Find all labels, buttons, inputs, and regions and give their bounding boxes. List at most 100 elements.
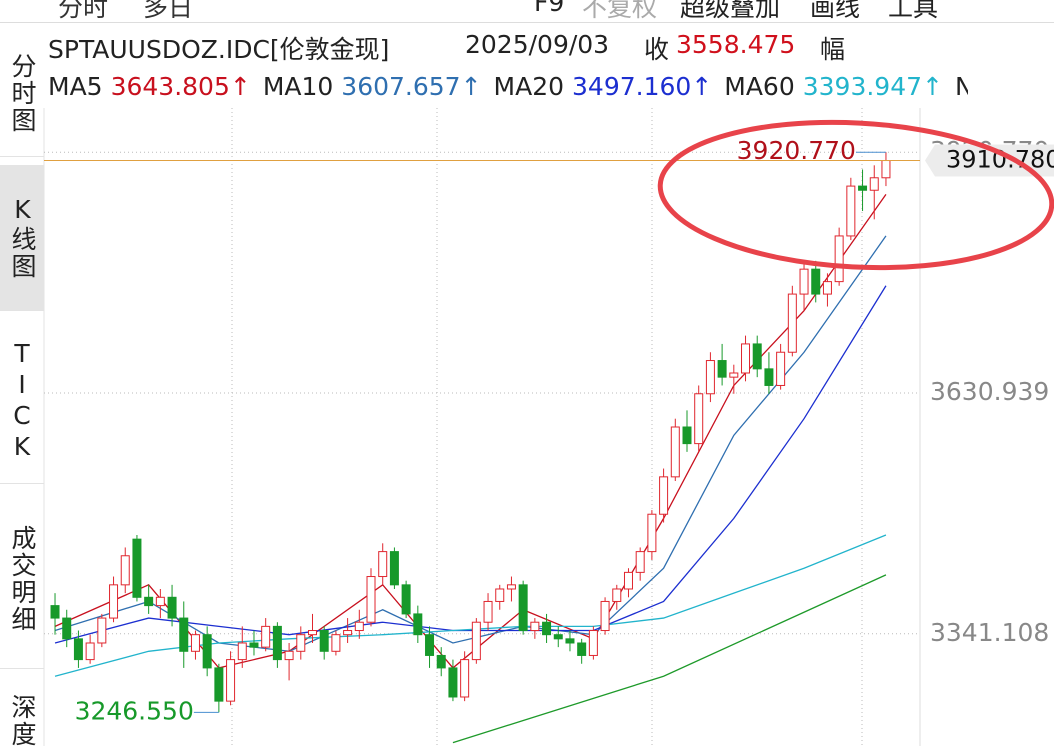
candle-body [436, 654, 446, 669]
side-tab[interactable]: 分时图 [0, 30, 44, 157]
ma-line [54, 534, 887, 677]
candle-body [670, 426, 680, 478]
candle-body [635, 551, 645, 573]
candle-body [694, 393, 704, 445]
candle-body [179, 617, 189, 652]
candle-body [272, 625, 282, 661]
divider [0, 22, 1054, 23]
legend-value: 3607.657↑ [341, 72, 482, 101]
last-price-box [925, 144, 1054, 177]
candle-body [120, 555, 130, 586]
candle-body [612, 588, 622, 602]
candle-body [249, 642, 259, 648]
side-tab[interactable]: 深度 [8, 694, 37, 746]
candle-body [846, 185, 856, 237]
candle-body [366, 576, 376, 623]
candle-body [659, 476, 669, 515]
legend-name: MA60 [724, 72, 795, 101]
candle-body [73, 638, 83, 661]
ma-line [452, 574, 887, 744]
candle-body [190, 634, 200, 652]
candle-body [623, 571, 633, 590]
date: 2025/09/03 [465, 30, 610, 59]
candle-body [237, 642, 247, 661]
y-tick-label: 3630.939 [930, 377, 1049, 406]
candle-body [858, 185, 868, 191]
candle-body [85, 642, 95, 661]
candle-body [811, 268, 821, 295]
side-tab[interactable]: 成交明细 [0, 490, 44, 669]
symbol: SPTAUUSDOZ.IDC[伦敦金现] [48, 35, 390, 64]
candle-body [261, 625, 271, 648]
candle-body [97, 617, 107, 644]
candle-body [144, 596, 154, 607]
y-tick-label: 3341.108 [930, 618, 1049, 647]
candle-body [226, 659, 236, 702]
close-value: 3558.475 [676, 30, 796, 59]
candle-body [354, 621, 364, 632]
close-label: 收 [644, 35, 670, 64]
candle-body [729, 372, 739, 378]
candle-body [343, 630, 353, 636]
candle-body [214, 667, 224, 702]
candle-body [776, 351, 786, 386]
legend-more: N [954, 72, 968, 101]
candle-body [471, 621, 481, 661]
ma-line [54, 194, 887, 669]
candle-body [307, 630, 317, 636]
candle-body [413, 613, 423, 636]
candle-body [460, 659, 470, 698]
last-price-label: 3910.780 [946, 146, 1054, 174]
candle-body [132, 538, 142, 598]
candle-body [495, 588, 505, 602]
candle-body [296, 634, 306, 652]
candle-body [62, 617, 72, 640]
ma-line [54, 285, 887, 644]
candle-body [822, 281, 832, 295]
side-tab[interactable]: TICK [0, 318, 44, 484]
tab[interactable]: 不复权 [582, 0, 658, 22]
candle-body [202, 634, 212, 669]
tab[interactable]: 画线 [810, 0, 861, 22]
candle-body [834, 235, 844, 283]
candle-body [109, 584, 119, 619]
candle-body [752, 343, 762, 370]
candle-body [799, 268, 809, 295]
candle-body [506, 584, 516, 590]
candle-body [448, 667, 458, 698]
tab[interactable]: 分时 [58, 0, 109, 22]
candle-body [319, 630, 329, 652]
candle-body [682, 426, 692, 445]
legend-name: MA10 [262, 72, 334, 101]
low-label: 3246.550 [75, 696, 194, 725]
ma-legend: MA5 3643.805↑ MA10 3607.657↑ MA20 3497.160↑ MA… [48, 72, 968, 101]
candle-body [155, 596, 165, 607]
candle-body [647, 513, 657, 553]
legend-name: MA5 [48, 72, 103, 101]
candle-body [565, 638, 575, 644]
candle-body [331, 634, 341, 652]
candle-body [881, 160, 891, 179]
candle-body [167, 596, 177, 619]
tab[interactable]: 工具 [888, 0, 939, 22]
candle-body [425, 634, 435, 656]
candle-body [741, 343, 751, 374]
side-tab[interactable]: K线图 [0, 165, 44, 311]
candle-body [764, 368, 774, 386]
legend-value: 3393.947↑ [802, 72, 943, 101]
legend-value: 3643.805↑ [110, 72, 251, 101]
tab[interactable]: F9 [534, 0, 565, 17]
tab[interactable]: 多日 [143, 0, 194, 22]
tab[interactable]: 超级叠加 [680, 0, 781, 22]
candle-body [705, 360, 715, 395]
ma-line [54, 235, 887, 652]
candle-body [284, 650, 294, 661]
candle-body [577, 642, 587, 656]
candle-body [717, 360, 727, 378]
candle-body [483, 600, 493, 623]
candle-body [542, 621, 552, 636]
candle-body [588, 630, 598, 656]
candle-body [389, 551, 399, 586]
